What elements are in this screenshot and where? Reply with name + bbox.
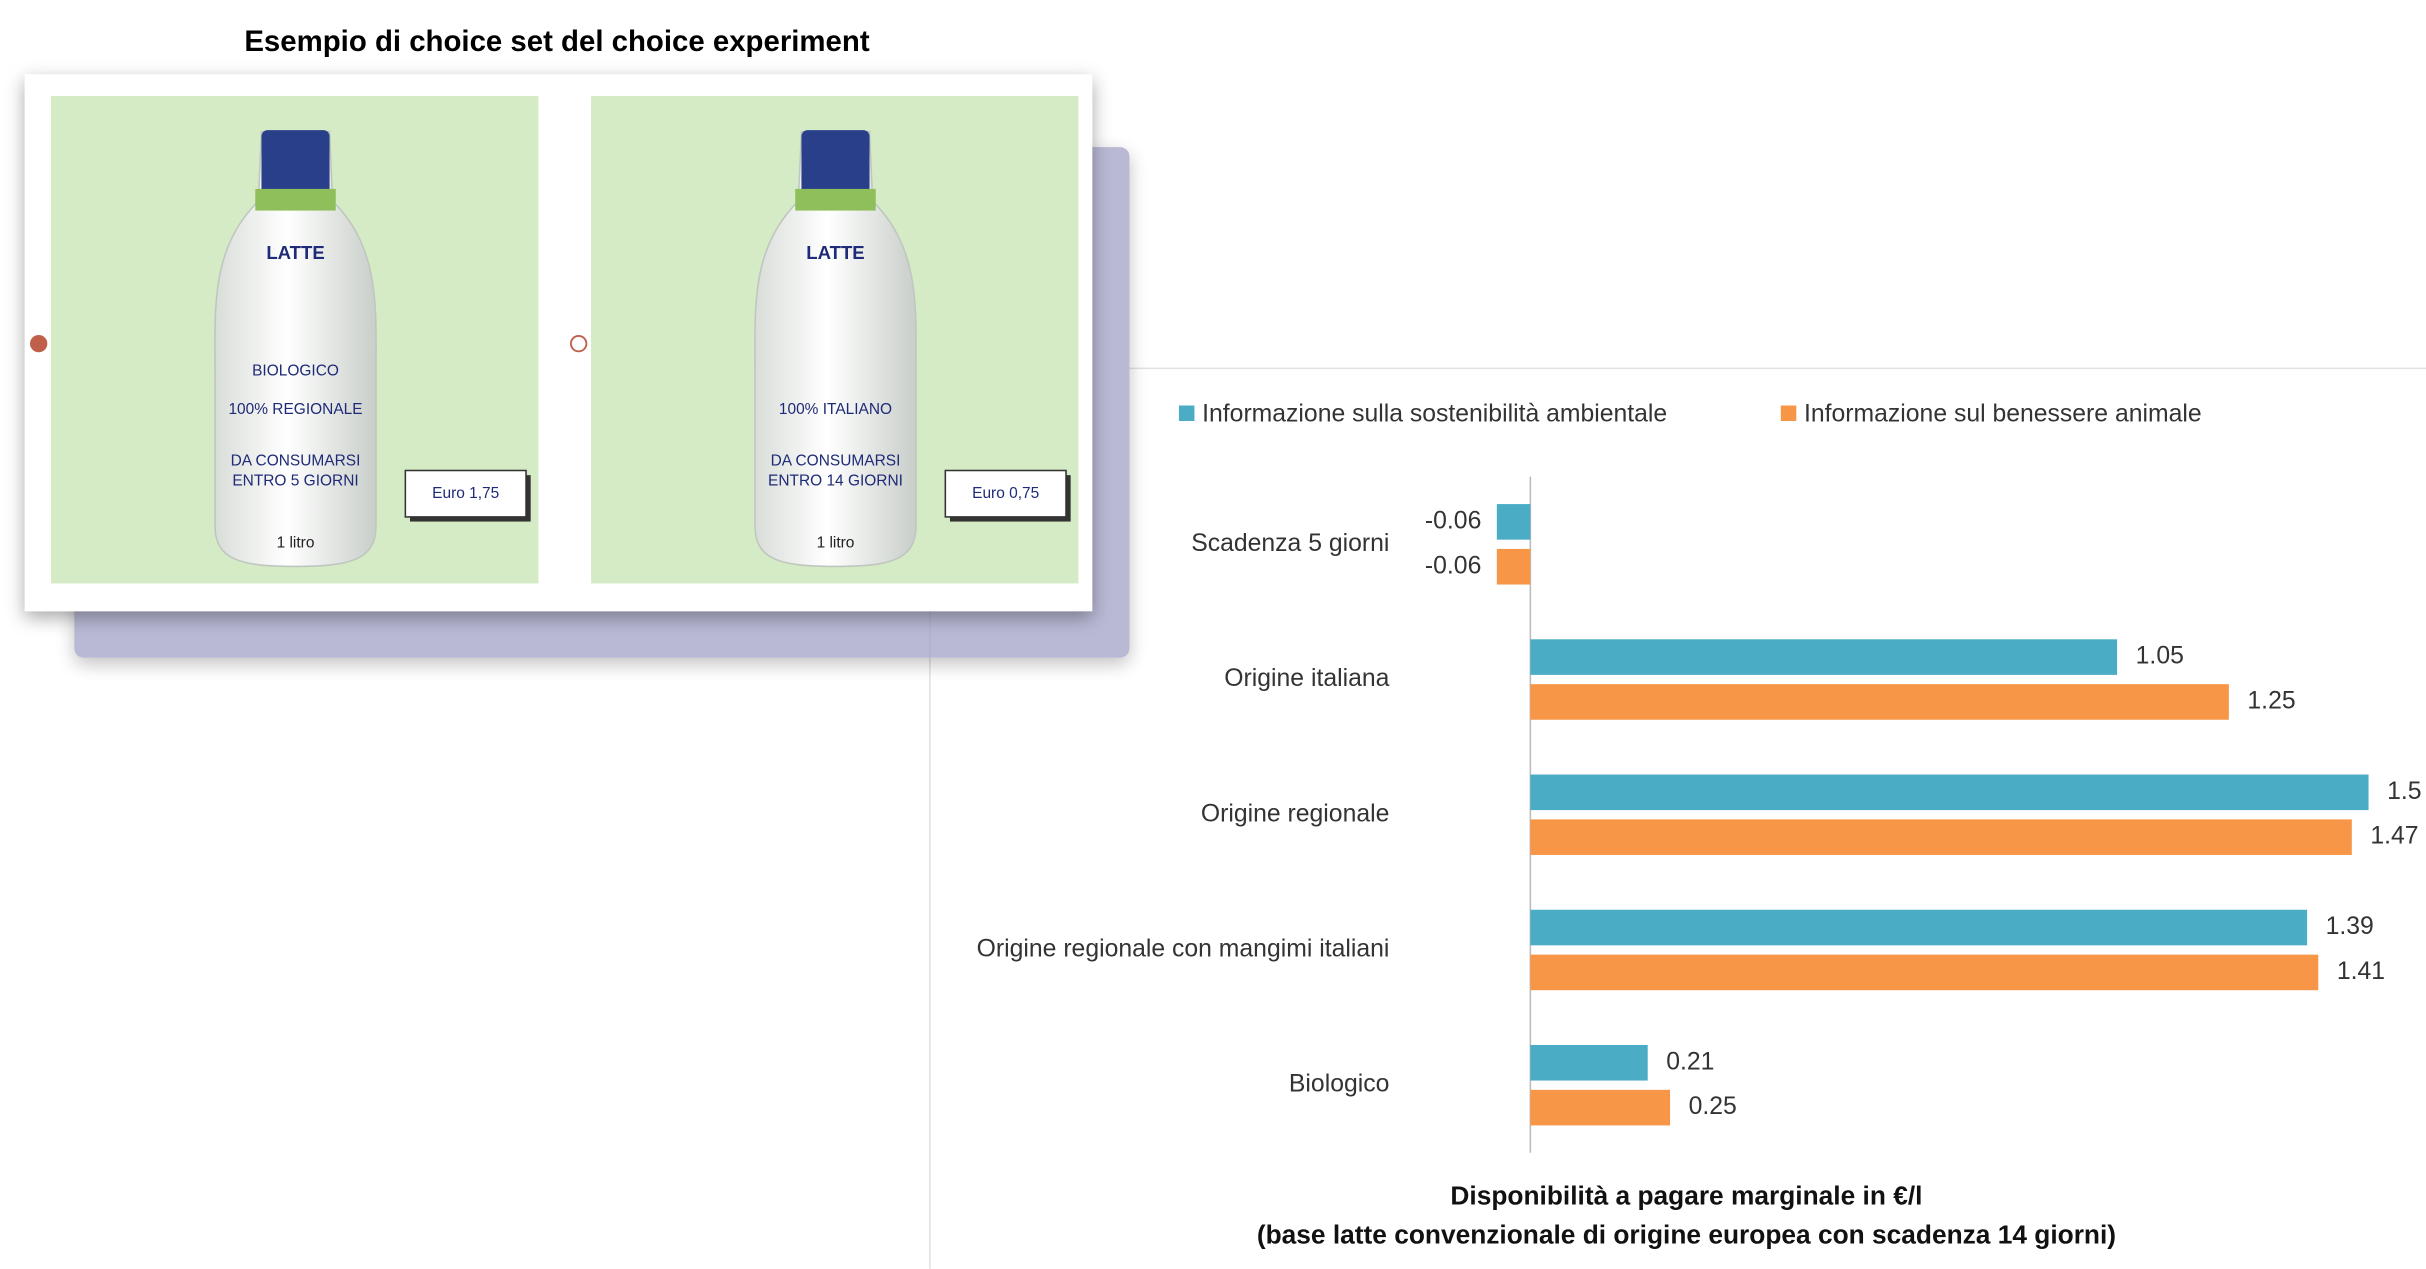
bottle-cap (261, 130, 330, 202)
bar (1496, 548, 1531, 585)
chart: Informazione sulla sostenibilità ambient… (977, 400, 2422, 1249)
bar (1530, 1089, 1671, 1126)
choices: LATTE BIOLOGICO 100% REGIONALE DA CONSUMARS… (30, 96, 1079, 584)
data-label: 1.41 (2337, 958, 2385, 985)
y-tick-label: Origine regionale (1201, 800, 1390, 827)
bar (1530, 774, 2369, 811)
bottle-brand: LATTE (266, 242, 324, 263)
data-label: 1.25 (2247, 687, 2295, 714)
bottle-text: ENTRO 5 GIORNI (232, 472, 358, 489)
bottle-band (255, 188, 336, 211)
data-label: 1.39 (2326, 913, 2374, 940)
data-label: 1.5 (2387, 778, 2421, 805)
radio-button[interactable] (30, 334, 48, 353)
bar (1530, 909, 2308, 946)
x-axis-label: Disponibilità a pagare marginale in €/l (1450, 1181, 1922, 1211)
bottle-cap (801, 130, 870, 202)
legend-swatch (1178, 405, 1195, 421)
x-axis-label: (base latte convenzionale di origine eur… (1257, 1219, 2116, 1249)
y-tick-label: Origine regionale con mangimi italiani (977, 936, 1390, 963)
bar (1496, 504, 1531, 540)
bottle-brand: LATTE (806, 242, 864, 263)
data-label: -0.06 (1425, 507, 1481, 534)
data-label: -0.06 (1425, 552, 1481, 579)
data-label: 0.25 (1689, 1093, 1737, 1120)
bottle-size: 1 litro (277, 534, 315, 551)
legend-swatch (1780, 405, 1797, 421)
bar (1530, 639, 2118, 675)
price: Euro 0,75 (972, 485, 1039, 502)
bottle-text: ENTRO 14 GIORNI (768, 472, 903, 489)
price: Euro 1,75 (432, 485, 499, 502)
bottle-text: BIOLOGICO (252, 363, 339, 380)
bottle-band (795, 188, 876, 211)
y-tick-label: Origine italiana (1224, 665, 1389, 692)
price-box (944, 469, 1067, 518)
bottle-text: DA CONSUMARSI (771, 452, 901, 469)
bar (1530, 954, 2319, 991)
bottle-text: DA CONSUMARSI (231, 452, 361, 469)
data-label: 0.21 (1666, 1048, 1714, 1075)
price-box (404, 469, 527, 518)
y-tick-label: Biologico (1289, 1071, 1389, 1098)
bottle-text: 100% ITALIANO (779, 401, 892, 418)
bar (1530, 684, 2229, 720)
bottle (754, 130, 917, 568)
data-label: 1.05 (2136, 643, 2184, 670)
bottle-text: 100% REGIONALE (228, 401, 362, 418)
legend-label: Informazione sulla sostenibilità ambient… (1202, 400, 1667, 427)
bar (1530, 1044, 1648, 1081)
data-label: 1.47 (2370, 823, 2418, 850)
bottle-size: 1 litro (817, 534, 855, 551)
radio-button[interactable] (569, 334, 588, 353)
bottle (214, 130, 377, 568)
y-tick-label: Scadenza 5 giorni (1191, 530, 1389, 557)
legend-label: Informazione sul benessere animale (1804, 400, 2202, 427)
bar (1530, 819, 2352, 855)
choice-title: Esempio di choice set del choice experim… (244, 25, 869, 58)
